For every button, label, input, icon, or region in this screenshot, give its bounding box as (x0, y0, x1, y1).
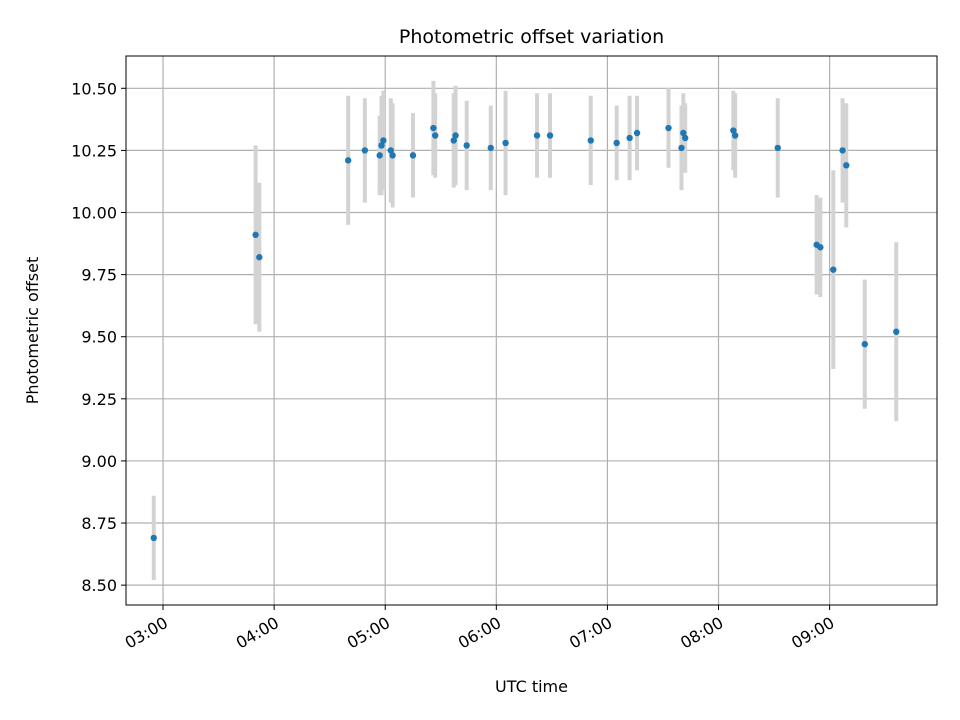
data-point (731, 132, 739, 139)
y-tick-label: 9.00 (81, 452, 117, 471)
data-point (774, 144, 781, 152)
data-point (839, 147, 846, 154)
data-point (613, 139, 620, 147)
point-layer (150, 124, 900, 542)
y-tick-label: 10.25 (71, 141, 117, 160)
data-point (626, 134, 633, 142)
y-tick-label: 9.25 (81, 390, 117, 409)
data-point (680, 129, 687, 137)
plot-area-frame (125, 55, 938, 606)
data-point (893, 328, 900, 335)
y-tick-label: 9.50 (81, 328, 117, 347)
data-point (387, 147, 394, 154)
data-point (452, 132, 459, 139)
y-axis-title: Photometric offset (23, 257, 42, 405)
data-point (361, 147, 369, 154)
data-point (450, 137, 457, 144)
grid-layer (126, 56, 937, 605)
data-point (633, 129, 641, 137)
data-point (389, 152, 396, 159)
data-point (344, 157, 352, 164)
data-point (432, 132, 439, 139)
data-point (830, 266, 837, 273)
y-tick-label: 8.50 (81, 576, 117, 595)
data-point (843, 162, 850, 169)
data-point (861, 340, 868, 348)
chart-title: Photometric offset variation (399, 26, 664, 48)
data-point (546, 132, 554, 139)
data-point (256, 254, 263, 261)
x-axis-title: UTC time (495, 677, 568, 696)
y-tick-label: 9.75 (81, 266, 117, 285)
data-point (678, 144, 685, 152)
data-point (533, 132, 541, 139)
y-tick-label: 10.50 (71, 79, 117, 98)
data-point (487, 144, 494, 152)
data-point (252, 231, 259, 239)
y-axis-ticks: 8.50 8.75 9.00 9.25 9.50 9.75 10.00 10.25 10.50 (71, 79, 126, 595)
data-point (587, 137, 594, 144)
data-point (463, 142, 470, 149)
data-point (430, 124, 437, 132)
data-point (376, 152, 383, 159)
data-point (380, 137, 387, 144)
data-point (665, 124, 672, 132)
data-point (681, 134, 689, 142)
data-point (730, 127, 737, 134)
data-point (150, 534, 157, 542)
data-point (502, 139, 509, 147)
data-point (817, 244, 824, 251)
y-tick-label: 8.75 (81, 514, 117, 533)
data-point (409, 152, 417, 159)
y-tick-label: 10.00 (71, 204, 117, 223)
data-point (378, 142, 385, 149)
